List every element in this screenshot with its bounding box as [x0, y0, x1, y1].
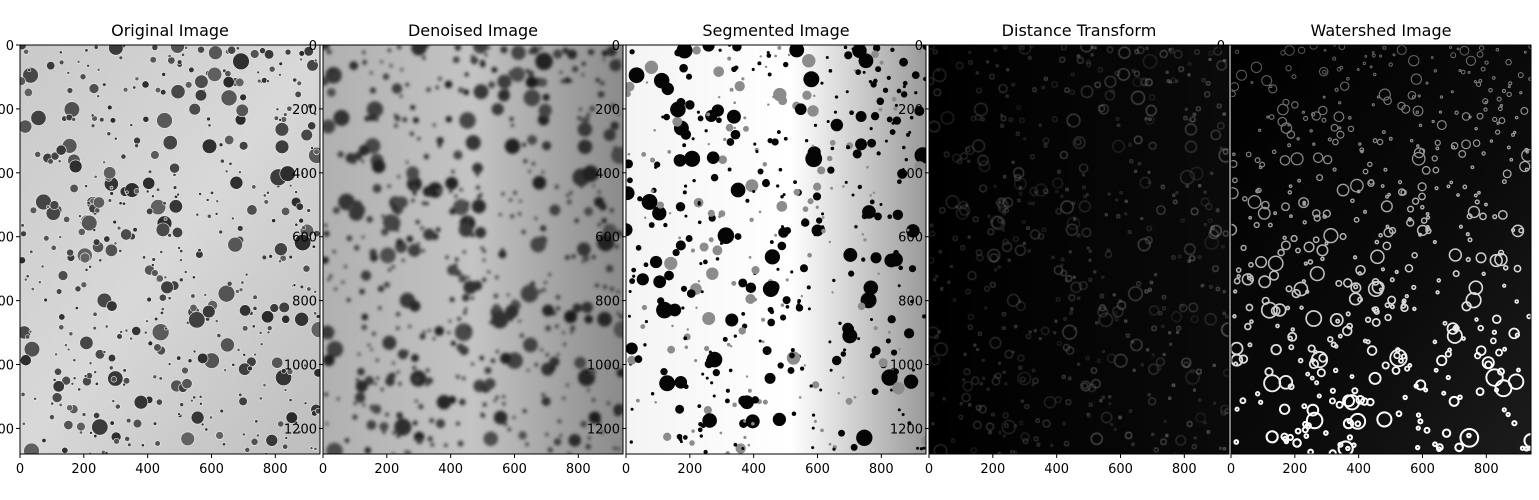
- x-tick-label: 200: [980, 462, 1005, 477]
- y-tick-label: 1200: [284, 422, 317, 437]
- x-tick-label: 200: [1282, 462, 1307, 477]
- x-tick-label: 800: [869, 462, 894, 477]
- y-tick-label: 200: [292, 103, 317, 118]
- y-tick-label: 600: [0, 231, 14, 246]
- y-tick-label: 800: [898, 295, 923, 310]
- x-tick-label: 800: [1172, 462, 1197, 477]
- x-tick-label: 600: [805, 462, 830, 477]
- y-tick-label: 400: [898, 167, 923, 182]
- y-tick-label: 400: [292, 167, 317, 182]
- x-tick-label: 400: [1044, 462, 1069, 477]
- x-tick-label: 400: [1346, 462, 1371, 477]
- x-tick-label: 200: [71, 462, 96, 477]
- y-tick-label: 600: [595, 231, 620, 246]
- x-tick-label: 400: [135, 462, 160, 477]
- y-tick-label: 800: [292, 295, 317, 310]
- y-tick-label: 400: [0, 167, 14, 182]
- y-tick-label: 1000: [284, 359, 317, 374]
- x-tick-label: 800: [566, 462, 591, 477]
- y-tick-label: 1000: [0, 359, 14, 374]
- y-tick-label: 1200: [0, 422, 14, 437]
- y-tick-label: 200: [0, 103, 14, 118]
- denoised-texture: [320, 39, 631, 459]
- x-tick-label: 800: [263, 462, 288, 477]
- y-tick-label: 200: [595, 103, 620, 118]
- y-tick-label: 200: [898, 103, 923, 118]
- y-tick-label: 0: [1217, 39, 1225, 54]
- x-tick-label: 0: [1227, 462, 1235, 477]
- panel-title: Denoised Image: [408, 21, 538, 40]
- original-texture: [17, 39, 328, 459]
- x-tick-label: 600: [502, 462, 527, 477]
- x-tick-label: 0: [319, 462, 327, 477]
- y-tick-label: 0: [6, 39, 14, 54]
- panel-title: Original Image: [111, 21, 229, 40]
- panel-watershed: Watershed Image 0 200 400 600 800 0: [1217, 21, 1538, 477]
- y-tick-label: 800: [595, 295, 620, 310]
- y-tick-label: 0: [915, 39, 923, 54]
- x-tick-label: 200: [677, 462, 702, 477]
- watershed-texture: [1226, 42, 1538, 456]
- x-tick-label: 0: [925, 462, 933, 477]
- x-tick-label: 800: [1474, 462, 1499, 477]
- y-tick-label: 1000: [587, 359, 620, 374]
- x-tick-label: 400: [438, 462, 463, 477]
- x-tick-label: 200: [374, 462, 399, 477]
- y-tick-label: 800: [0, 295, 14, 310]
- x-tick-label: 600: [1108, 462, 1133, 477]
- y-tick-label: 0: [612, 39, 620, 54]
- y-tick-label: 400: [595, 167, 620, 182]
- panel-denoised: Denoised Image 0 200 400 600 800 0 200 400 600 800…: [284, 21, 631, 477]
- distance-texture: [927, 41, 1235, 458]
- panel-original: Original Image 0 200 400 600 800 0 200 400 600 800…: [0, 21, 327, 477]
- x-tick-label: 400: [741, 462, 766, 477]
- y-tick-label: 1000: [890, 359, 923, 374]
- y-tick-label: 0: [309, 39, 317, 54]
- panel-distance: Distance Transform 0 200 400 600 800 0 200 400 60…: [890, 21, 1235, 477]
- x-tick-label: 0: [622, 462, 630, 477]
- segmented-texture: [620, 39, 931, 455]
- panel-segmented: Segmented Image 0 200 400 600 800 0 200 400 600 80…: [587, 21, 931, 477]
- y-tick-label: 600: [292, 231, 317, 246]
- y-tick-label: 600: [898, 231, 923, 246]
- x-tick-label: 600: [1410, 462, 1435, 477]
- panel-title: Segmented Image: [702, 21, 849, 40]
- y-tick-label: 1200: [587, 422, 620, 437]
- y-tick-label: 1200: [890, 422, 923, 437]
- x-tick-label: 0: [16, 462, 24, 477]
- panel-title: Watershed Image: [1311, 21, 1452, 40]
- panel-title: Distance Transform: [1002, 21, 1157, 40]
- x-tick-label: 600: [199, 462, 224, 477]
